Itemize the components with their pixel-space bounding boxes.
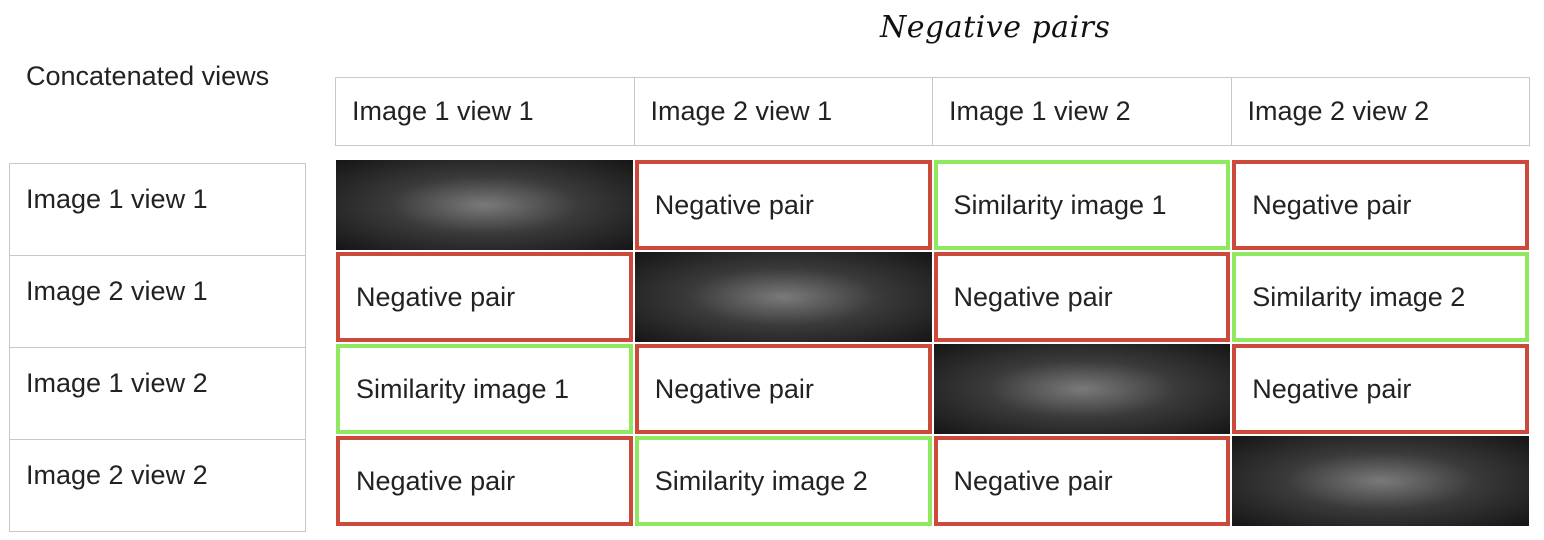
row-header-column: Image 1 view 1 Image 2 view 1 Image 1 vi… [9, 163, 306, 532]
negative-pair-cell: Negative pair [634, 160, 932, 250]
negative-pair-cell: Negative pair [933, 252, 1231, 342]
column-header-4: Image 2 view 2 [1247, 96, 1430, 126]
negative-pair-cell: Negative pair [336, 436, 633, 526]
negative-pair-cell: Negative pair [1232, 160, 1529, 250]
self-pair-cell [1232, 436, 1529, 526]
row-header-2: Image 2 view 1 [10, 256, 305, 348]
row-header-4: Image 2 view 2 [26, 460, 208, 490]
row-header-3: Image 1 view 2 [10, 348, 305, 440]
similarity-pair-cell: Similarity image 1 [336, 344, 633, 434]
negative-pair-cell: Negative pair [634, 344, 932, 434]
corner-label: Concatenated views [26, 61, 270, 91]
column-header-row: Image 1 view 1 Image 2 view 1 Image 1 vi… [335, 77, 1530, 146]
column-header-2: Image 2 view 1 [635, 78, 933, 145]
similarity-matrix: Negative pair Similarity image 1 Negative … [336, 160, 1531, 536]
column-header-1: Image 1 view 1 [336, 78, 635, 145]
negative-pair-cell: Negative pair [1232, 344, 1529, 434]
self-pair-cell [933, 344, 1231, 434]
self-pair-cell [336, 160, 633, 250]
row-header-1: Image 1 view 1 [10, 164, 305, 256]
negative-pair-cell: Negative pair [336, 252, 633, 342]
similarity-pair-cell: Similarity image 1 [933, 160, 1231, 250]
column-header-3: Image 1 view 2 [933, 78, 1232, 145]
negative-pair-cell: Negative pair [933, 436, 1231, 526]
diagram-title: Negative pairs [880, 10, 1111, 45]
self-pair-cell [634, 252, 932, 342]
similarity-pair-cell: Similarity image 2 [1232, 252, 1529, 342]
similarity-pair-cell: Similarity image 2 [634, 436, 932, 526]
